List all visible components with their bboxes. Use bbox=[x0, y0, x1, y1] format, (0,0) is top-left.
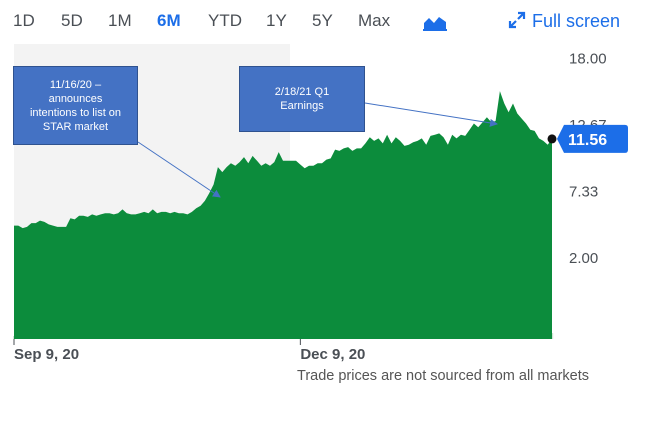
annotation-line: 2/18/21 Q1 bbox=[274, 86, 330, 98]
annotation-line: STAR market bbox=[42, 120, 109, 133]
expand-icon bbox=[508, 11, 526, 29]
annotation-line: 11/16/20 – bbox=[49, 78, 102, 91]
data-source-footnote: Trade prices are not sourced from all ma… bbox=[297, 368, 589, 384]
range-1d-button[interactable]: 1D bbox=[13, 11, 35, 30]
range-max-button[interactable]: Max bbox=[358, 11, 391, 30]
x-axis: Sep 9, 20 Dec 9, 20 bbox=[13, 339, 365, 363]
current-price-marker: 11.56 bbox=[547, 124, 628, 153]
y-axis: 18.0012.677.332.00 bbox=[569, 51, 607, 267]
range-5d-button[interactable]: 5D bbox=[61, 11, 83, 30]
y-tick-label: 2.00 bbox=[569, 250, 598, 267]
y-tick-label: 18.00 bbox=[569, 51, 607, 68]
annotation-q1-earnings: 2/18/21 Q1 Earnings bbox=[239, 66, 365, 132]
fullscreen-button[interactable]: Full screen bbox=[508, 11, 620, 32]
range-6m-button[interactable]: 6M bbox=[157, 11, 181, 30]
annotation-line: Earnings bbox=[280, 100, 324, 112]
annotation-line: intentions to list on bbox=[29, 106, 122, 119]
range-1m-button[interactable]: 1M bbox=[108, 11, 132, 30]
annotation-star-market: 11/16/20 – announces intentions to list … bbox=[13, 66, 138, 145]
x-tick-label: Sep 9, 20 bbox=[14, 346, 79, 363]
area-chart-icon[interactable] bbox=[423, 13, 447, 31]
x-tick-label: Dec 9, 20 bbox=[300, 346, 365, 363]
time-range-bar: 1D 5D 1M 6M YTD 1Y 5Y Max Full screen bbox=[0, 0, 648, 44]
range-5y-button[interactable]: 5Y bbox=[312, 11, 333, 30]
fullscreen-label: Full screen bbox=[532, 11, 621, 31]
price-badge bbox=[557, 124, 628, 153]
annotation-line: announces bbox=[48, 92, 103, 105]
range-1y-button[interactable]: 1Y bbox=[266, 11, 287, 30]
volume-bar bbox=[551, 333, 554, 339]
range-ytd-button[interactable]: YTD bbox=[208, 11, 242, 30]
y-tick-label: 7.33 bbox=[569, 184, 598, 201]
current-price-label: 11.56 bbox=[568, 132, 607, 149]
price-area-series bbox=[14, 91, 552, 339]
last-price-dot bbox=[547, 134, 557, 144]
